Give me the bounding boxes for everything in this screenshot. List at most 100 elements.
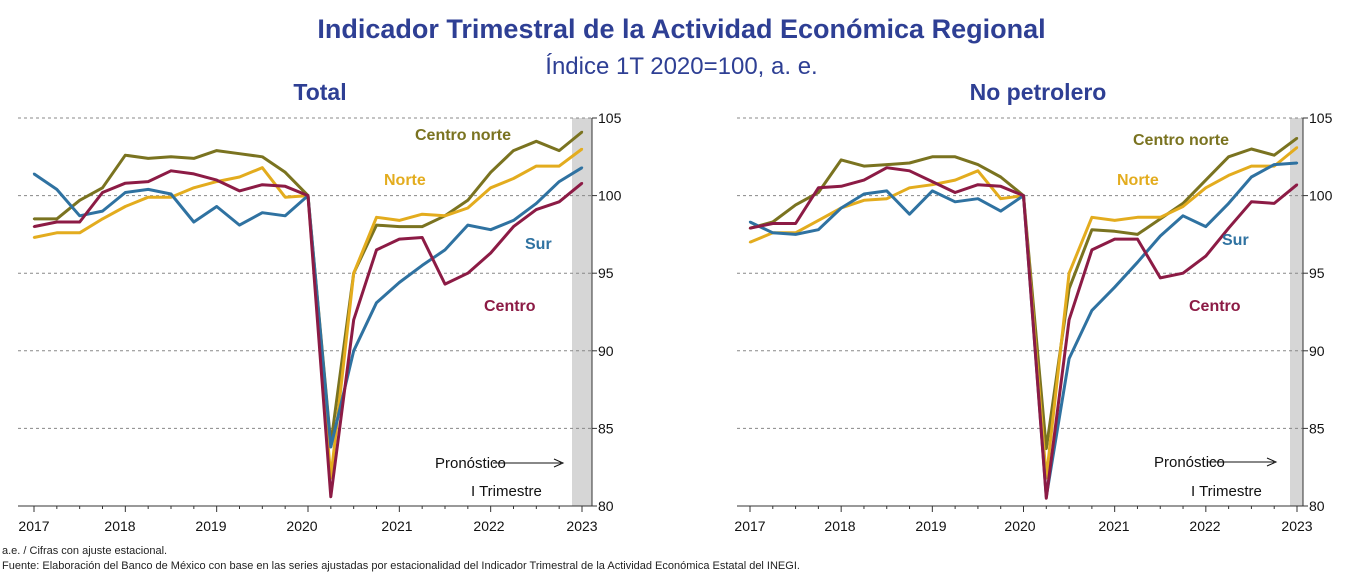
chart-subtitle: Índice 1T 2020=100, a. e. xyxy=(545,53,818,80)
no-petrolero-x-tick-label: 2023 xyxy=(1281,518,1312,534)
total-point-norte xyxy=(375,216,378,219)
no-petrolero-point-centro_norte xyxy=(1113,230,1116,233)
no-petrolero-point-sur xyxy=(1159,234,1162,238)
no-petrolero-point-sur xyxy=(748,220,752,224)
total-point-centro_norte xyxy=(512,149,515,152)
no-petrolero-y-tick-label: 105 xyxy=(1309,110,1333,126)
total-point-sur xyxy=(146,188,150,191)
no-petrolero-point-norte xyxy=(1227,174,1230,177)
no-petrolero-chart-title: No petrolero xyxy=(970,79,1107,105)
total-point-centro_norte xyxy=(420,225,424,228)
total-chart-title: Total xyxy=(293,79,346,105)
no-petrolero-forecast-period: I Trimestre xyxy=(1191,483,1262,500)
total-point-sur xyxy=(192,220,196,224)
total-label-sur: Sur xyxy=(525,236,552,253)
no-petrolero-point-centro_norte xyxy=(839,158,843,162)
total-point-sur xyxy=(55,188,59,191)
no-petrolero-point-centro xyxy=(976,183,980,186)
no-petrolero-point-centro_norte xyxy=(1045,447,1048,450)
total-point-norte xyxy=(238,175,241,179)
total-point-centro xyxy=(329,495,333,498)
total-point-centro xyxy=(398,237,401,241)
total-label-centro-norte: Centro norte xyxy=(415,127,511,144)
total-point-sur xyxy=(466,223,470,227)
total-point-sur xyxy=(238,223,241,227)
total-point-centro_norte xyxy=(238,152,241,155)
total-x-tick-label: 2019 xyxy=(195,518,226,534)
total-point-centro_norte xyxy=(124,154,127,157)
no-petrolero-forecast-arrow-head xyxy=(1266,457,1278,467)
no-petrolero-point-sur xyxy=(1250,175,1253,179)
total-point-sur xyxy=(420,264,424,267)
no-petrolero-label-norte: Norte xyxy=(1117,172,1159,189)
no-petrolero-x-tick-label: 2019 xyxy=(915,518,946,534)
no-petrolero-point-sur xyxy=(1295,161,1299,165)
no-petrolero-point-norte xyxy=(931,183,934,186)
total-x-tick-label: 2020 xyxy=(286,518,317,534)
total-point-centro_norte xyxy=(55,217,59,221)
total-point-centro_norte xyxy=(215,149,218,152)
total-forecast-label: Pronóstico xyxy=(435,455,506,472)
no-petrolero-point-centro_norte xyxy=(908,161,911,165)
total-point-norte xyxy=(557,164,561,168)
total-point-centro xyxy=(55,220,59,224)
total-point-sur xyxy=(329,445,333,449)
no-petrolero-point-norte xyxy=(908,186,911,190)
total-point-norte xyxy=(512,177,515,180)
no-petrolero-y-tick-label: 100 xyxy=(1309,188,1333,204)
no-petrolero-point-centro xyxy=(794,222,797,225)
total-point-sur xyxy=(535,202,538,205)
footnote-source: Fuente: Elaboración del Banco de México … xyxy=(2,560,800,572)
no-petrolero-point-norte xyxy=(976,169,980,172)
total-point-centro xyxy=(443,282,447,286)
total-point-sur xyxy=(580,166,584,169)
no-petrolero-point-centro xyxy=(931,180,934,183)
no-petrolero-point-centro_norte xyxy=(999,175,1002,179)
no-petrolero-point-centro xyxy=(748,226,752,230)
total-point-sur xyxy=(398,281,401,284)
no-petrolero-series-centro_norte xyxy=(749,136,1298,451)
total-point-centro xyxy=(489,251,492,255)
no-petrolero-point-centro_norte xyxy=(1181,202,1185,205)
total-x-tick-label: 2022 xyxy=(473,518,504,534)
no-petrolero-point-norte xyxy=(1113,219,1116,222)
no-petrolero-forecast-band xyxy=(1290,118,1303,506)
no-petrolero-point-sur xyxy=(953,200,957,204)
no-petrolero-point-centro xyxy=(1159,276,1162,280)
no-petrolero-point-centro_norte xyxy=(1295,136,1299,140)
no-petrolero-point-centro xyxy=(1295,183,1299,186)
no-petrolero-y-tick-label: 95 xyxy=(1309,265,1325,281)
total-point-centro xyxy=(238,189,241,193)
no-petrolero-point-norte xyxy=(1250,164,1253,168)
no-petrolero-point-norte xyxy=(748,240,752,244)
no-petrolero-point-centro xyxy=(1045,497,1048,500)
total-point-centro xyxy=(169,169,173,172)
total-point-norte xyxy=(192,186,196,190)
total-point-centro_norte xyxy=(375,223,378,227)
no-petrolero-point-centro xyxy=(771,222,774,225)
total-y-tick-label: 105 xyxy=(598,110,622,126)
no-petrolero-point-sur xyxy=(817,228,820,231)
no-petrolero-point-sur xyxy=(931,189,934,193)
total-point-centro xyxy=(215,178,218,182)
no-petrolero-point-norte xyxy=(1136,216,1139,219)
total-y-tick-label: 85 xyxy=(598,420,614,436)
total-point-norte xyxy=(32,236,36,239)
total-point-centro_norte xyxy=(261,155,264,158)
total-point-centro_norte xyxy=(489,171,492,174)
total-point-centro_norte xyxy=(535,140,538,143)
total-point-norte xyxy=(101,217,104,221)
no-petrolero-x-tick-label: 2020 xyxy=(1004,518,1035,534)
no-petrolero-point-centro xyxy=(1067,318,1071,321)
no-petrolero-point-centro xyxy=(953,191,957,194)
no-petrolero-point-centro xyxy=(1022,194,1025,197)
total-x-tick-label: 2018 xyxy=(104,518,135,534)
no-petrolero-point-sur xyxy=(976,197,980,200)
total-point-centro_norte xyxy=(557,149,561,152)
no-petrolero-y-tick-label: 85 xyxy=(1309,420,1325,436)
no-petrolero-point-sur xyxy=(794,233,797,236)
total-point-sur xyxy=(489,228,492,231)
no-petrolero-x-tick-label: 2017 xyxy=(734,518,765,534)
total-point-sur xyxy=(261,211,264,214)
total-point-norte xyxy=(443,214,447,217)
